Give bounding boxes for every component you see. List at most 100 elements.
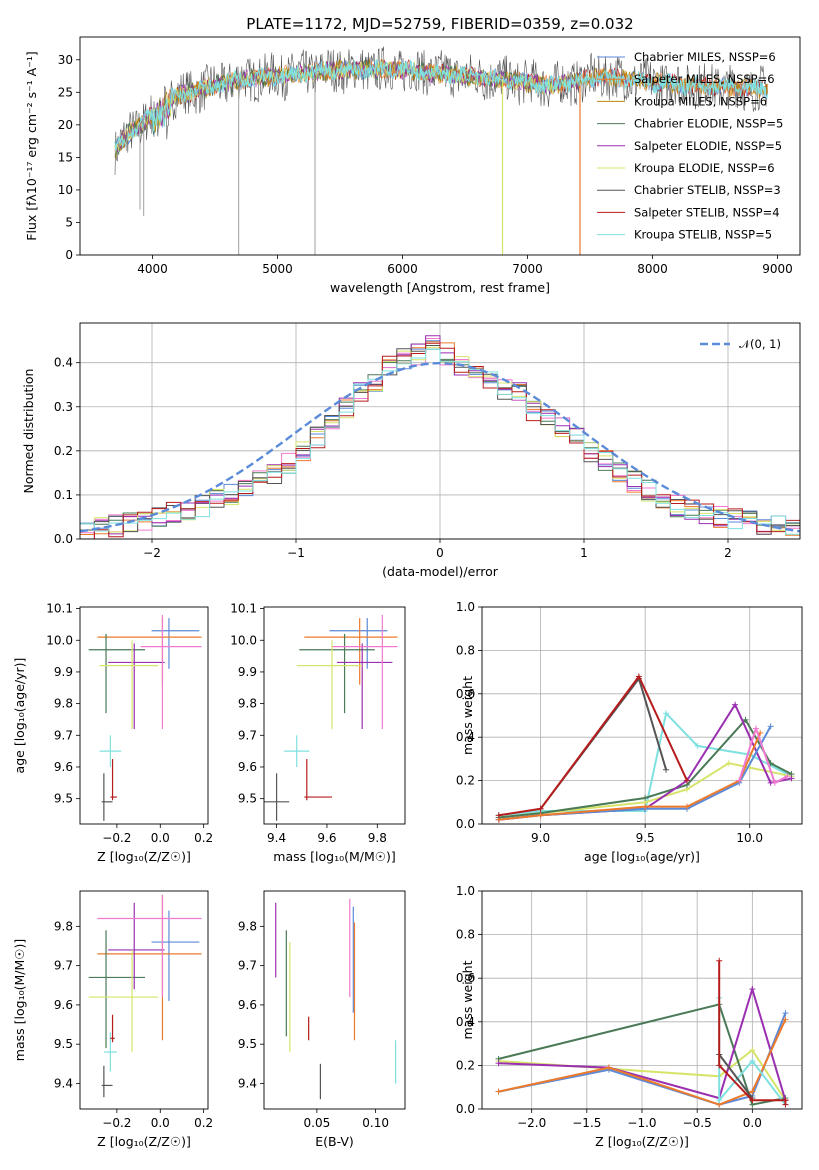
legend: Chabrier MILES, NSSP=6 Salpeter MILES, NS…: [597, 50, 783, 242]
y-tick-label: 1.0: [456, 884, 475, 898]
figure-title: PLATE=1172, MJD=52759, FIBERID=0359, z=0…: [246, 15, 633, 33]
y-tick-label: 0.6: [456, 971, 475, 985]
y-tick-label: 9.5: [238, 792, 257, 806]
axes-frame: [481, 606, 803, 825]
y-tick-label: 0.3: [54, 400, 73, 414]
legend-label: Kroupa MILES, NSSP=6: [634, 94, 767, 108]
x-tick-label: 2: [724, 546, 732, 560]
y-tick-label: 9.5: [54, 1037, 73, 1051]
x-tick-label: 1: [580, 546, 588, 560]
y-tick-label: 10.1: [230, 602, 257, 616]
legend-label: Salpeter ELODIE, NSSP=5: [634, 139, 782, 153]
x-axis-label: wavelength [Angstrom, rest frame]: [330, 280, 550, 295]
x-tick-label: 9.5: [636, 831, 655, 845]
y-axis-label: mass weight: [460, 676, 475, 755]
y-tick-label: 9.6: [54, 760, 73, 774]
y-tick-label: 30: [58, 53, 73, 67]
mass-vs-metallicity-panel: −0.2 0.0 0.2 9.4 9.5 9.6 9.7 9.8 Z [log₁₀(Z/Z☉)]…: [12, 890, 213, 1149]
x-tick-label: 6000: [387, 262, 418, 276]
x-axis-label: Z [log₁₀(Z/Z☉)]: [97, 849, 191, 864]
histogram-step: [80, 342, 800, 539]
y-tick-label: 9.9: [54, 665, 73, 679]
y-tick-label: 0.0: [456, 817, 475, 831]
error-bars: [88, 894, 202, 1098]
spectrum-panel: 4000 5000 6000 7000 8000 9000 0 5 10 15 20 25 30 wave…: [24, 36, 801, 295]
y-tick-label: 0.0: [456, 1102, 475, 1116]
x-axis-label: Z [log₁₀(Z/Z☉)]: [97, 1134, 191, 1149]
x-tick-label: −1.5: [572, 1116, 601, 1130]
error-bars: [88, 614, 202, 821]
mass-weight-line: [498, 725, 772, 821]
y-tick-label: 9.4: [54, 1076, 73, 1090]
mass-weight-vs-age-panel: 9.0 9.5 10.0 0.0 0.2 0.4 0.6 0.8 1.0 age [log₁₀(a…: [456, 600, 803, 864]
x-tick-label: 0.0: [743, 1116, 762, 1130]
x-tick-label: 9.4: [267, 831, 286, 845]
y-tick-label: 0.1: [54, 488, 73, 502]
y-tick-label: 0.4: [54, 356, 73, 370]
x-tick-label: 0.2: [194, 831, 213, 845]
y-tick-label: 9.4: [238, 1076, 257, 1090]
x-tick-label: 0.0: [151, 1116, 170, 1130]
y-tick-label: 9.8: [54, 697, 73, 711]
legend-label: Salpeter STELIB, NSSP=4: [634, 205, 780, 219]
y-tick-label: 0.0: [54, 532, 73, 546]
mass-weight-vs-metallicity-panel: −2.0 −1.5 −1.0 −0.5 0.0 0.0 0.2 0.4 0.6 0.8 1.0 Z […: [456, 884, 803, 1149]
mass-weight-line: [498, 674, 688, 817]
spectrum-line: [114, 61, 581, 153]
y-tick-label: 9.6: [238, 760, 257, 774]
x-tick-label: 9.6: [317, 831, 336, 845]
legend-label: 𝒩(0, 1): [739, 337, 781, 351]
x-tick-label: −0.2: [102, 1116, 131, 1130]
error-bars: [264, 614, 398, 821]
mass-vs-ebv-panel: 0.05 0.10 9.4 9.5 9.6 9.7 9.8 E(B-V): [238, 890, 406, 1149]
mass-weight-lines: [495, 673, 795, 823]
axes-frame: [263, 890, 406, 1110]
y-tick-label: 10.1: [46, 602, 73, 616]
y-tick-label: 9.8: [238, 919, 257, 933]
x-tick-label: 4000: [137, 262, 168, 276]
legend-label: Kroupa STELIB, NSSP=5: [634, 228, 772, 242]
x-tick-label: −0.2: [102, 831, 131, 845]
y-tick-label: 9.7: [54, 959, 73, 973]
axes-frame: [263, 606, 406, 825]
y-tick-label: 9.5: [238, 1037, 257, 1051]
x-axis-label: E(B-V): [315, 1134, 354, 1149]
spectrum-lines: [114, 46, 768, 255]
y-tick-label: 0: [65, 248, 73, 262]
legend: 𝒩(0, 1): [700, 337, 781, 351]
axes-frame: [79, 36, 801, 256]
y-tick-label: 9.5: [54, 792, 73, 806]
y-tick-label: 0.2: [456, 1058, 475, 1072]
y-tick-label: 9.7: [238, 728, 257, 742]
y-axis-label: Flux [fλ10⁻¹⁷ erg cm⁻² s⁻¹ A⁻¹]: [24, 51, 39, 240]
legend-label: Kroupa ELODIE, NSSP=6: [634, 161, 775, 175]
y-axis-label: mass [log₁₀(M/M☉)]: [12, 939, 27, 1061]
x-tick-label: 9.0: [531, 831, 550, 845]
x-tick-label: 0: [436, 546, 444, 560]
y-tick-label: 9.7: [54, 728, 73, 742]
axes-frame: [79, 890, 209, 1110]
y-tick-label: 0.4: [456, 730, 475, 744]
x-tick-label: −0.5: [683, 1116, 712, 1130]
y-tick-label: 0.4: [456, 1015, 475, 1029]
x-axis-label: Z [log₁₀(Z/Z☉)]: [595, 1134, 689, 1149]
age-vs-metallicity-panel: −0.2 0.0 0.2 9.5 9.6 9.7 9.8 9.9 10.0 10.1 Z [log₁…: [12, 602, 213, 864]
y-axis-label: age [log₁₀(age/yr)]: [12, 658, 27, 774]
x-tick-label: 9.8: [368, 831, 387, 845]
x-tick-label: 0.2: [194, 1116, 213, 1130]
y-tick-label: 9.8: [54, 919, 73, 933]
x-tick-label: 0.05: [304, 1116, 331, 1130]
error-bars: [275, 898, 397, 1100]
x-tick-label: −2.0: [517, 1116, 546, 1130]
x-tick-label: 0.10: [362, 1116, 389, 1130]
x-tick-label: 7000: [512, 262, 543, 276]
y-axis-label: Normed distribution: [21, 369, 36, 494]
x-tick-label: 9000: [762, 262, 793, 276]
y-tick-label: 0.6: [456, 687, 475, 701]
y-tick-label: 9.6: [54, 998, 73, 1012]
x-tick-label: −2: [143, 546, 161, 560]
legend-label: Salpeter MILES, NSSP=6: [634, 72, 775, 86]
x-tick-label: 5000: [262, 262, 293, 276]
legend-label: Chabrier MILES, NSSP=6: [634, 50, 776, 64]
